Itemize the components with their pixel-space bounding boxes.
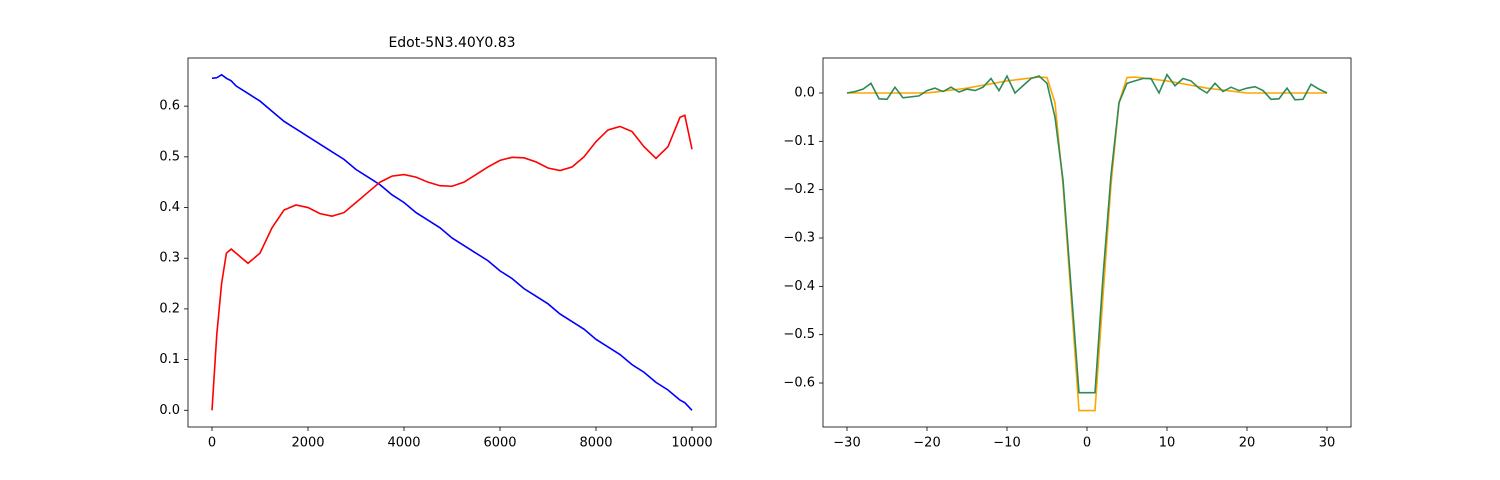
y-tick-label: 0.3 <box>159 251 180 266</box>
y-tick-label: 0.0 <box>159 403 180 418</box>
x-tick-label: −20 <box>913 436 940 451</box>
y-tick-label: 0.0 <box>794 85 815 100</box>
x-tick-label: 20 <box>1239 436 1256 451</box>
chart-title: Edot-5N3.40Y0.83 <box>388 35 515 51</box>
line-series <box>846 73 1328 394</box>
line-series <box>211 73 693 411</box>
y-tick-label: −0.1 <box>783 134 815 149</box>
axes-frame <box>187 57 717 428</box>
x-tick-label: 0 <box>208 436 216 451</box>
y-tick-label: 0.1 <box>159 352 180 367</box>
x-tick-label: 30 <box>1319 436 1336 451</box>
y-tick-label: 0.4 <box>159 200 180 215</box>
y-tick-label: 0.6 <box>159 99 180 114</box>
x-tick-label: 6000 <box>483 436 516 451</box>
y-tick-label: −0.5 <box>783 327 815 342</box>
x-tick-label: 10 <box>1159 436 1176 451</box>
y-tick-label: 0.2 <box>159 301 180 316</box>
line-series <box>211 114 693 411</box>
x-tick-label: 10000 <box>671 436 712 451</box>
y-tick-label: 0.5 <box>159 149 180 164</box>
x-tick-label: 8000 <box>579 436 612 451</box>
x-tick-label: −10 <box>993 436 1020 451</box>
x-tick-label: 4000 <box>387 436 420 451</box>
line-series <box>847 76 1327 412</box>
x-tick-label: 0 <box>1083 436 1091 451</box>
x-tick-label: 2000 <box>291 436 324 451</box>
y-tick-label: −0.3 <box>783 231 815 246</box>
y-tick-label: −0.4 <box>783 279 815 294</box>
y-tick-label: −0.6 <box>783 376 815 391</box>
axes-frame <box>822 57 1352 428</box>
y-tick-label: −0.2 <box>783 182 815 197</box>
x-tick-label: −30 <box>833 436 860 451</box>
